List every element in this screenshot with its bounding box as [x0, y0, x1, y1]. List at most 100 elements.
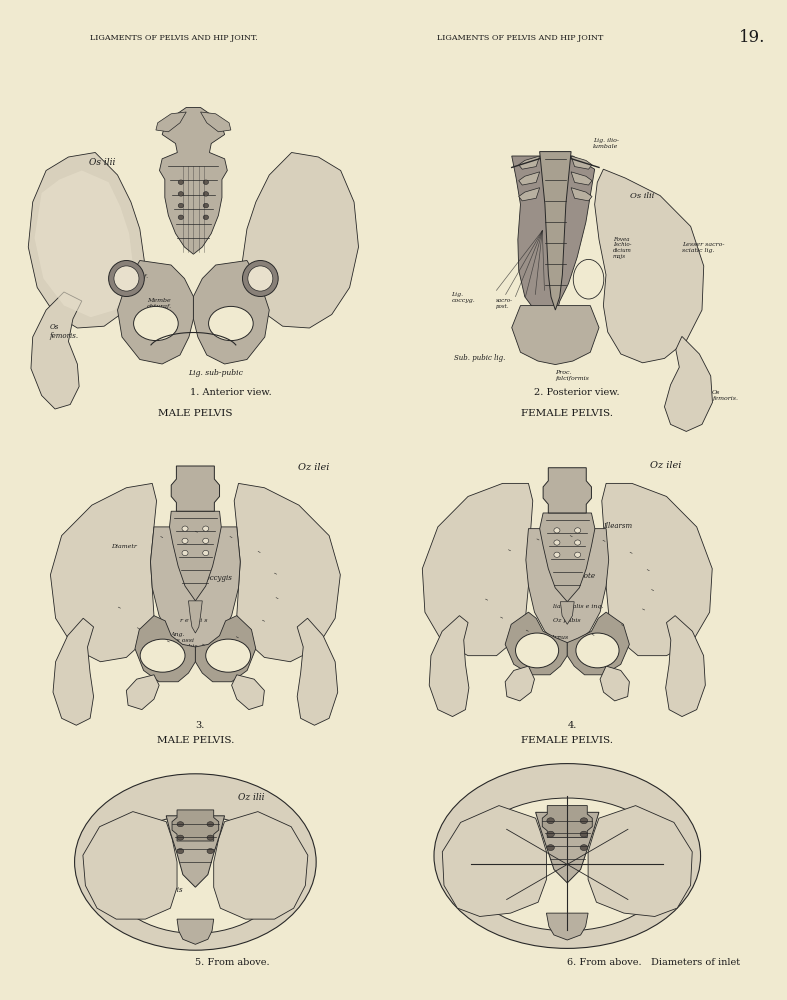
Text: Oz ilei: Oz ilei [649, 461, 681, 470]
Polygon shape [53, 618, 94, 725]
Ellipse shape [134, 306, 178, 341]
Ellipse shape [203, 526, 209, 531]
Polygon shape [194, 260, 269, 364]
Ellipse shape [203, 215, 209, 220]
Ellipse shape [547, 818, 554, 824]
Polygon shape [297, 618, 338, 725]
Text: Os coccygis: Os coccygis [190, 574, 232, 582]
Text: 1. Anterior view.: 1. Anterior view. [190, 388, 272, 397]
Ellipse shape [463, 798, 671, 931]
Polygon shape [505, 612, 567, 675]
Ellipse shape [178, 192, 183, 196]
Ellipse shape [108, 816, 283, 933]
Polygon shape [235, 483, 340, 662]
Ellipse shape [580, 831, 588, 837]
Ellipse shape [580, 845, 588, 851]
Polygon shape [519, 156, 540, 169]
Ellipse shape [205, 639, 250, 672]
Polygon shape [156, 112, 187, 132]
Polygon shape [512, 156, 595, 319]
Polygon shape [117, 260, 194, 364]
Text: FEMALE PELVIS.: FEMALE PELVIS. [521, 409, 613, 418]
Text: Oz ilei: Oz ilei [297, 463, 329, 472]
Ellipse shape [203, 180, 209, 184]
Polygon shape [571, 156, 592, 169]
Polygon shape [600, 666, 630, 701]
Polygon shape [50, 483, 157, 662]
Ellipse shape [75, 774, 316, 950]
Polygon shape [519, 172, 540, 185]
Polygon shape [567, 612, 630, 675]
Ellipse shape [182, 526, 188, 531]
Text: Os ilii: Os ilii [630, 192, 654, 200]
Polygon shape [172, 810, 219, 841]
Polygon shape [512, 306, 599, 365]
Ellipse shape [207, 849, 214, 854]
Polygon shape [172, 466, 220, 511]
Ellipse shape [114, 266, 139, 291]
Polygon shape [160, 107, 227, 254]
Text: Lesser sacro-
sciatic lig.: Lesser sacro- sciatic lig. [682, 242, 725, 253]
Polygon shape [571, 172, 592, 185]
Ellipse shape [203, 192, 209, 196]
Text: Os coccygio: Os coccygio [176, 848, 214, 853]
Ellipse shape [547, 831, 554, 837]
Polygon shape [542, 806, 593, 838]
Polygon shape [536, 812, 599, 883]
Ellipse shape [182, 550, 188, 556]
Text: LIGAMENTS OF PELVIS AND HIP JOINT: LIGAMENTS OF PELVIS AND HIP JOINT [438, 34, 604, 42]
Text: Os
ischii: Os ischii [149, 328, 165, 339]
Ellipse shape [434, 764, 700, 948]
Ellipse shape [207, 835, 214, 840]
Ellipse shape [547, 845, 554, 851]
Text: Illearsm: Illearsm [603, 522, 632, 530]
Polygon shape [442, 806, 546, 916]
Polygon shape [588, 806, 693, 916]
Text: Lig. sub-pubic: Lig. sub-pubic [188, 369, 243, 377]
Ellipse shape [177, 849, 183, 854]
Polygon shape [83, 812, 177, 919]
Polygon shape [526, 529, 608, 645]
Text: Sub. pubic lig.: Sub. pubic lig. [454, 354, 505, 362]
Polygon shape [35, 170, 133, 317]
Polygon shape [127, 675, 159, 710]
Text: Ang.
Ius ossi
us pubis: Ang. Ius ossi us pubis [171, 632, 197, 649]
Ellipse shape [573, 259, 604, 299]
Polygon shape [150, 527, 240, 650]
Ellipse shape [515, 633, 559, 668]
Polygon shape [242, 152, 359, 328]
Polygon shape [519, 188, 540, 201]
Ellipse shape [575, 528, 581, 533]
Polygon shape [546, 913, 588, 940]
Ellipse shape [178, 215, 183, 220]
Text: Os
femoris.: Os femoris. [712, 390, 738, 401]
Polygon shape [540, 513, 595, 602]
Ellipse shape [203, 203, 209, 208]
Polygon shape [666, 616, 705, 717]
Polygon shape [188, 601, 202, 633]
Polygon shape [543, 468, 592, 513]
Text: 5. From above.: 5. From above. [195, 958, 270, 967]
Text: Canal.
obturaf.: Canal. obturaf. [124, 268, 149, 279]
Polygon shape [201, 112, 231, 132]
Text: MALE PELVIS: MALE PELVIS [158, 409, 233, 418]
Text: r e l v i s: r e l v i s [180, 618, 208, 623]
Ellipse shape [178, 203, 183, 208]
Ellipse shape [554, 540, 560, 545]
Polygon shape [423, 483, 533, 656]
Polygon shape [31, 292, 82, 409]
Text: Diametr: Diametr [111, 544, 137, 549]
Polygon shape [166, 816, 224, 887]
Text: 3.: 3. [195, 721, 205, 730]
Polygon shape [595, 169, 704, 363]
Text: Pelvis: Pelvis [161, 886, 183, 894]
Ellipse shape [182, 538, 188, 543]
Text: Os
femoris.: Os femoris. [50, 323, 79, 340]
Polygon shape [28, 152, 144, 328]
Text: MALE PELVIS.: MALE PELVIS. [157, 736, 234, 745]
Ellipse shape [203, 538, 209, 543]
Ellipse shape [140, 639, 185, 672]
Polygon shape [231, 675, 264, 710]
Polygon shape [664, 336, 712, 431]
Ellipse shape [177, 835, 183, 840]
